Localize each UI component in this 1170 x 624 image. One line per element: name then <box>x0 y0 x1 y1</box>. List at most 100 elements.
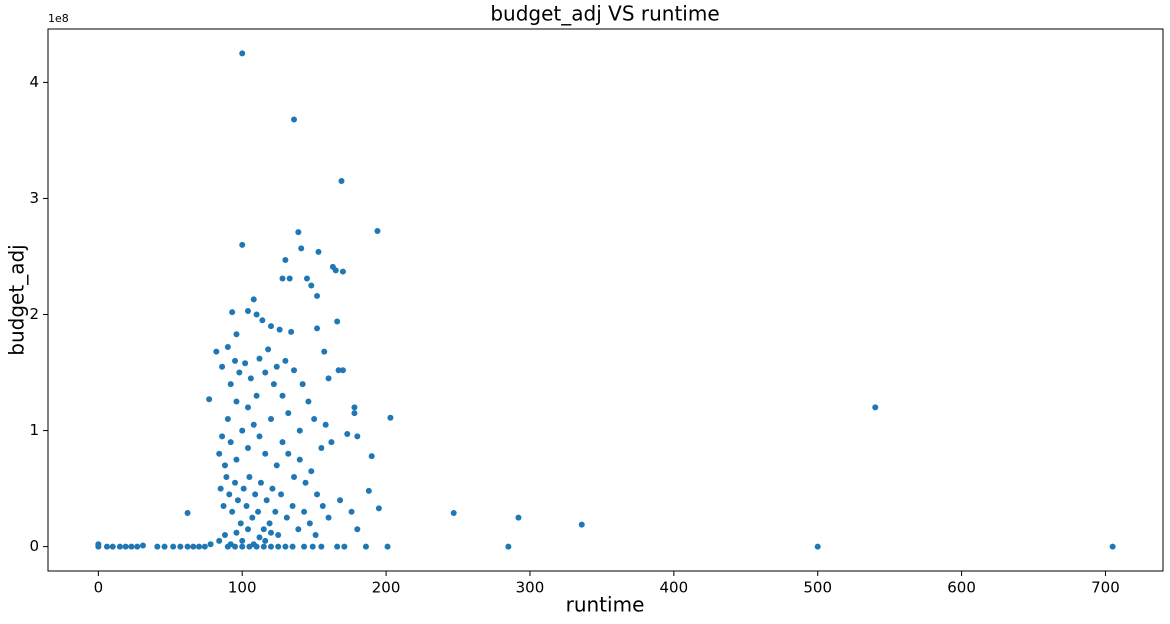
point <box>161 543 168 550</box>
point <box>505 543 512 550</box>
x-tick-label: 100 <box>228 579 257 597</box>
point <box>122 543 129 550</box>
point <box>257 479 264 486</box>
x-tick-label: 700 <box>1091 579 1120 597</box>
point <box>217 485 224 492</box>
point <box>227 381 234 388</box>
point <box>273 363 280 370</box>
point <box>362 543 369 550</box>
y-tick-label: 2 <box>29 305 39 323</box>
point <box>242 360 249 367</box>
y-axis-label: budget_adj <box>5 244 29 355</box>
point <box>450 509 457 516</box>
point <box>314 325 321 332</box>
x-tick-label: 200 <box>372 579 401 597</box>
point <box>237 520 244 527</box>
point <box>335 367 342 374</box>
point <box>337 497 344 504</box>
point <box>268 529 274 536</box>
point <box>301 543 308 550</box>
point <box>116 543 123 550</box>
point <box>250 421 257 428</box>
point <box>247 375 254 382</box>
point <box>265 346 272 353</box>
point <box>256 433 263 440</box>
point <box>262 537 269 544</box>
point <box>201 543 208 550</box>
point <box>291 116 298 123</box>
point <box>365 487 372 494</box>
point <box>253 543 260 550</box>
point <box>375 505 382 512</box>
point <box>184 543 191 550</box>
point <box>260 526 267 533</box>
point <box>262 450 269 457</box>
point <box>311 415 318 422</box>
point <box>216 537 223 544</box>
x-tick-label: 300 <box>516 579 545 597</box>
point <box>232 479 239 486</box>
point <box>285 450 292 457</box>
point <box>291 473 298 480</box>
point <box>252 491 259 498</box>
point <box>339 367 346 374</box>
point <box>302 479 309 486</box>
point <box>283 514 290 521</box>
point <box>256 534 263 541</box>
point <box>334 543 341 550</box>
point <box>279 392 286 399</box>
point <box>288 328 295 335</box>
point <box>318 543 325 550</box>
point <box>344 431 351 438</box>
point <box>207 541 214 548</box>
point <box>275 532 282 539</box>
x-tick-label: 400 <box>660 579 689 597</box>
point <box>295 229 302 236</box>
point <box>262 369 269 376</box>
point <box>374 227 381 234</box>
point <box>351 410 358 417</box>
point <box>246 543 253 550</box>
point <box>303 275 310 282</box>
plot-frame <box>47 28 1164 572</box>
point <box>368 453 375 460</box>
point <box>184 509 191 516</box>
point <box>332 267 339 274</box>
point <box>384 543 391 550</box>
y-tick-label: 1 <box>29 421 39 439</box>
point <box>234 497 241 504</box>
point <box>224 543 231 550</box>
point <box>298 245 305 252</box>
point <box>348 508 355 515</box>
x-tick-label: 0 <box>94 579 104 597</box>
chart-title: budget_adj VS runtime <box>490 2 719 26</box>
x-axis-label: runtime <box>566 593 645 617</box>
point <box>325 375 332 382</box>
point <box>872 404 879 411</box>
point <box>177 543 184 550</box>
point <box>341 543 348 550</box>
point <box>190 543 197 550</box>
point <box>515 514 522 521</box>
point <box>206 396 213 403</box>
point <box>134 543 141 550</box>
point <box>285 410 292 417</box>
point <box>253 311 260 318</box>
point <box>328 439 335 446</box>
point <box>269 485 276 492</box>
point <box>154 543 161 550</box>
point <box>240 485 247 492</box>
point <box>244 444 251 451</box>
point <box>278 491 285 498</box>
y-tick-label: 4 <box>29 73 39 91</box>
point <box>321 348 328 355</box>
point <box>239 427 246 434</box>
point <box>224 344 231 351</box>
point <box>291 367 298 374</box>
point <box>221 462 228 469</box>
y-offset-label: 1e8 <box>48 12 69 25</box>
point <box>279 439 286 446</box>
point <box>272 508 279 515</box>
